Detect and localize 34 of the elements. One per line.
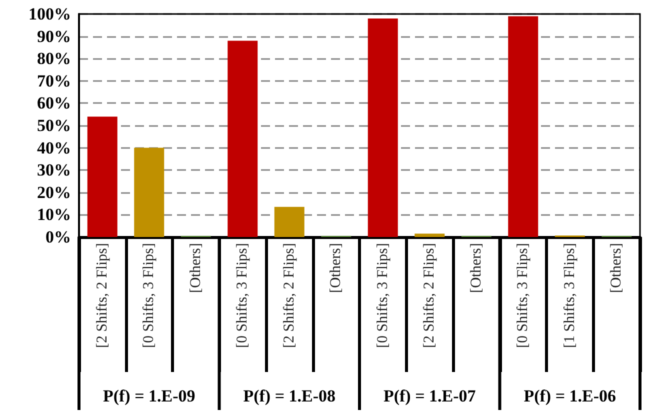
x-tick-label: [0 Shifts, 3 Flips] [234,243,251,348]
y-tick-label: 30% [37,160,71,180]
text: P(f) = 1.E-06 [524,386,616,406]
x-tick-label: [Others] [188,243,204,293]
bar [134,148,164,237]
y-tick-label: 10% [37,205,71,224]
bar [414,234,445,237]
y-tick-label: 70% [37,71,71,90]
x-tick-label: [Others] [608,243,625,293]
bar [87,116,118,237]
text: P(f) = 1.E-08 [243,386,336,406]
x-tick-label: [Others] [328,243,344,293]
x-tick-label: [0 Shifts, 3 Flips] [374,243,391,348]
y-tick-label: 40% [37,138,71,158]
y-tick-label: 50% [37,116,71,135]
y-tick-label: 0% [46,228,71,246]
x-tick-label: [2 Shifts, 2 Flips] [281,243,298,348]
bar [228,40,258,237]
y-tick-label: 100% [28,4,71,24]
x-tick-label: [2 Shifts, 2 Flips] [94,243,110,348]
x-tick-label: [2 Shifts, 2 Flips] [422,243,438,348]
y-tick-label: 20% [37,182,71,202]
x-tick-label: [0 Shifts, 3 Flips] [515,243,532,348]
y-tick-label: 60% [37,94,71,113]
x-tick-label: [1 Shifts, 3 Flips] [562,243,578,348]
bar [368,18,398,237]
y-tick-label: 90% [37,26,71,46]
bar [508,16,538,237]
y-tick-label: 80% [37,49,71,68]
text: P(f) = 1.E-07 [383,386,476,406]
text: P(f) = 1.E-09 [102,386,196,406]
bar [274,206,304,237]
x-tick-label: [Others] [468,243,484,293]
x-tick-label: [0 Shifts, 3 Flips] [141,243,158,348]
